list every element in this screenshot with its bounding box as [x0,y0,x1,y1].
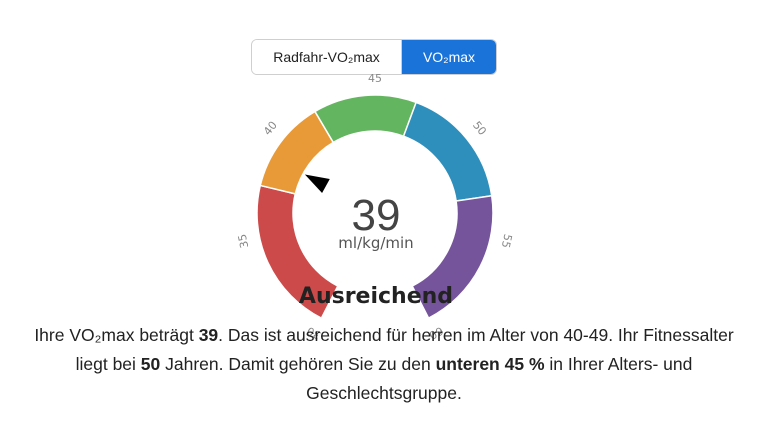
gauge-tick-label: 55 [499,233,515,249]
gauge-pointer-icon [304,174,330,194]
cycling-vo2max-tab[interactable]: Radfahr-VO₂max [252,40,402,74]
gauge-tick-label: 35 [236,233,252,249]
gauge-unit: ml/kg/min [338,234,413,252]
vo2max-value-text: 39 [198,325,219,345]
gauge-tick-label: 45 [368,72,382,85]
gauge-segment-purple [411,194,494,320]
gauge-tick-label: 30 [305,324,323,342]
gauge-value: 39 [352,191,401,240]
fitness-age-text: 50 [140,354,161,374]
gauge-tick-label: 40 [261,119,280,138]
gauge-tick-label: 60 [427,324,445,342]
percentile-text: unteren 45 % [435,354,545,374]
gauge-tick-label: 50 [470,119,489,138]
vo2max-tab[interactable]: VO₂max [402,40,496,74]
result-description: Ihre VO₂max beträgt 39. Das ist ausreich… [34,325,734,403]
gauge-segment-blue [402,101,493,202]
vo2max-type-toggle: Radfahr-VO₂max VO₂max [251,39,497,75]
gauge-segment-green [313,94,418,144]
gauge-rating: Ausreichend [299,284,453,309]
